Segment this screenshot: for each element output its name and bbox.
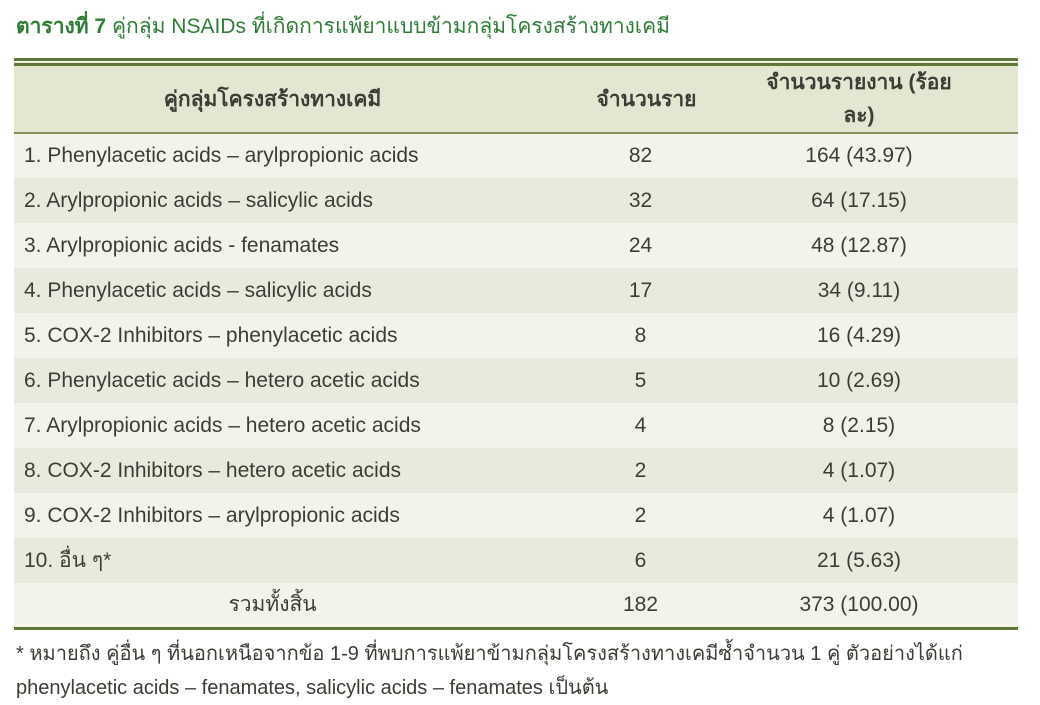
pair-name-cell: 8. COX-2 Inhibitors – hetero acetic acid… [24, 458, 402, 482]
total-reports-value: 373 (100.00) [799, 592, 919, 616]
table-row: 1. Phenylacetic acids – arylpropionic ac… [14, 133, 1018, 178]
reports-count-cell: 164 (43.97) [805, 144, 913, 167]
table-row: 4. Phenylacetic acids – salicylic acids … [14, 268, 1018, 313]
pair-name-cell: 5. COX-2 Inhibitors – phenylacetic acids [24, 323, 398, 347]
table-caption: ตารางที่ 7 คู่กลุ่ม NSAIDs ที่เกิดการแพ้… [16, 12, 1026, 42]
cases-count-cell: 5 [634, 368, 647, 392]
pair-name-cell: 7. Arylpropionic acids – hetero acetic a… [24, 413, 421, 437]
table-row: 9. COX-2 Inhibitors – arylpropionic acid… [14, 493, 1018, 538]
total-cases-value: 182 [622, 592, 659, 616]
cases-count-cell: 2 [634, 458, 647, 482]
pair-name-cell: 3. Arylpropionic acids - fenamates [24, 233, 340, 257]
reports-count-cell: 4 (1.07) [822, 458, 896, 482]
nsaid-cross-reactivity-table: คู่กลุ่มโครงสร้างทางเคมี จำนวนราย จำนวนร… [14, 58, 1018, 630]
cases-count-cell: 6 [634, 548, 647, 572]
cases-count-cell: 82 [628, 144, 653, 167]
reports-count-cell: 48 (12.87) [811, 233, 907, 257]
table-row: 2. Arylpropionic acids – salicylic acids… [14, 178, 1018, 223]
cases-count-cell: 2 [634, 503, 647, 527]
cases-count-cell: 17 [628, 278, 653, 302]
reports-count-cell: 8 (2.15) [822, 413, 896, 437]
cases-count-cell: 8 [634, 323, 647, 347]
table-row: 7. Arylpropionic acids – hetero acetic a… [14, 403, 1018, 448]
pair-name-cell: 6. Phenylacetic acids – hetero acetic ac… [24, 368, 420, 392]
header-row: คู่กลุ่มโครงสร้างทางเคมี จำนวนราย จำนวนร… [14, 62, 1018, 134]
table-footnote: * หมายถึง คู่อื่น ๆ ที่นอกเหนือจากข้อ 1-… [16, 642, 963, 699]
reports-count-cell: 16 (4.29) [816, 323, 902, 347]
pair-name-cell: 2. Arylpropionic acids – salicylic acids [24, 188, 373, 212]
table-footer: รวมทั้งสิ้น 182 373 (100.00) [14, 583, 1018, 628]
reports-count-cell: 10 (2.69) [816, 368, 902, 392]
table-body: 1. Phenylacetic acids – arylpropionic ac… [14, 133, 1018, 583]
reports-count-cell: 21 (5.63) [816, 548, 902, 572]
total-label: รวมทั้งสิ้น [228, 593, 317, 617]
column-header-pair: คู่กลุ่มโครงสร้างทางเคมี [14, 62, 532, 134]
cases-count-cell: 4 [634, 413, 647, 437]
pair-name-cell: 9. COX-2 Inhibitors – arylpropionic acid… [24, 503, 400, 527]
table-row: 3. Arylpropionic acids - fenamates 24 48… [14, 223, 1018, 268]
cases-count-cell: 32 [628, 188, 653, 212]
pair-name-cell: 1. Phenylacetic acids – arylpropionic ac… [24, 144, 419, 167]
pair-name-cell: 4. Phenylacetic acids – salicylic acids [24, 278, 372, 302]
table-header: คู่กลุ่มโครงสร้างทางเคมี จำนวนราย จำนวนร… [14, 62, 1018, 134]
table-row: 8. COX-2 Inhibitors – hetero acetic acid… [14, 448, 1018, 493]
table-row: 5. COX-2 Inhibitors – phenylacetic acids… [14, 313, 1018, 358]
column-header-cases: จำนวนราย [531, 62, 762, 134]
table-row: 6. Phenylacetic acids – hetero acetic ac… [14, 358, 1018, 403]
column-header-reports: จำนวนรายงาน (ร้อยละ) [761, 62, 1018, 134]
reports-count-cell: 34 (9.11) [817, 278, 901, 302]
reports-count-cell: 4 (1.07) [822, 503, 896, 527]
table-caption-text: คู่กลุ่ม NSAIDs ที่เกิดการแพ้ยาแบบข้ามกล… [111, 15, 670, 38]
total-row: รวมทั้งสิ้น 182 373 (100.00) [14, 583, 1018, 628]
table-row: 10. อื่น ๆ* 6 21 (5.63) [14, 538, 1018, 583]
cases-count-cell: 24 [628, 233, 653, 257]
table-caption-number: ตารางที่ 7 [16, 15, 107, 38]
reports-count-cell: 64 (17.15) [811, 188, 907, 212]
pair-name-cell: 10. อื่น ๆ* [24, 549, 112, 572]
